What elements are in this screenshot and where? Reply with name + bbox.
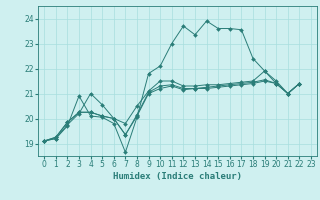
X-axis label: Humidex (Indice chaleur): Humidex (Indice chaleur) [113,172,242,181]
